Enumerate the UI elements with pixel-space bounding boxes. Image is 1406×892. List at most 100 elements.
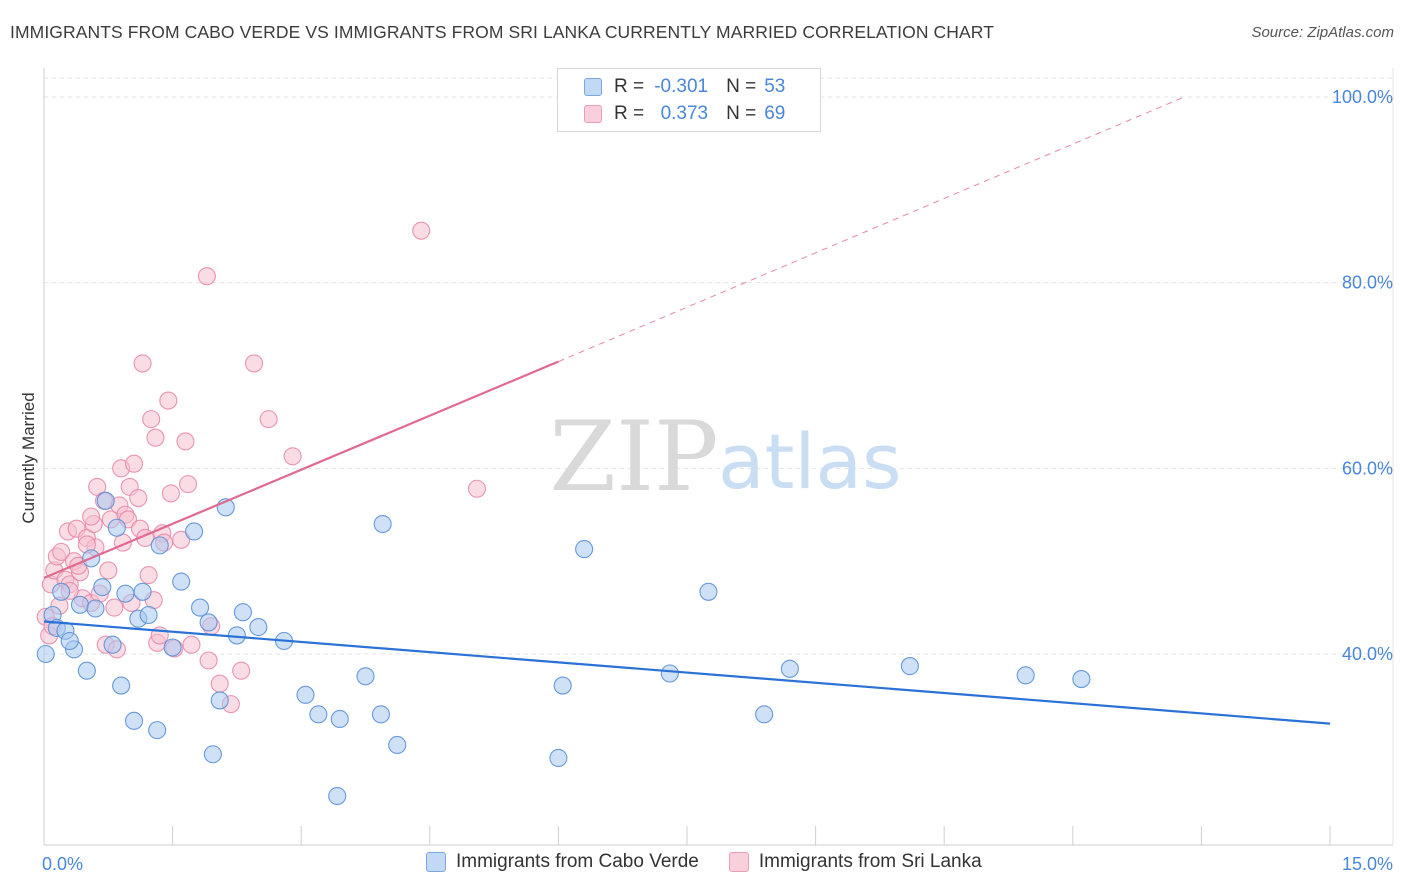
data-point (86, 599, 105, 618)
data-point (575, 540, 594, 559)
legend-n-value: 53 (764, 76, 786, 97)
data-point (124, 454, 144, 473)
y-tick-label: 60.0% (1342, 458, 1393, 478)
x-tick-label: 15.0% (1342, 854, 1393, 874)
data-point (553, 676, 572, 695)
data-point (93, 578, 112, 597)
data-point (36, 644, 55, 664)
data-point (133, 354, 152, 373)
data-point (52, 582, 71, 601)
trend-line-pink (43, 360, 559, 579)
legend-r-value: 0.373 (660, 103, 709, 124)
data-point (70, 595, 90, 614)
data-point (309, 705, 328, 724)
data-point (412, 221, 431, 240)
data-point (77, 661, 96, 680)
watermark-zip: ZIP (549, 401, 718, 513)
legend-n-label: N = (726, 103, 757, 124)
data-point (660, 664, 679, 683)
data-point (699, 582, 718, 601)
stats-legend: R = -0.301 N = 53 R = 0.373 N = 69 (557, 68, 821, 132)
data-point (99, 561, 118, 580)
trend-line-extension (558, 96, 1185, 363)
data-point (1016, 666, 1035, 685)
data-point (259, 410, 278, 429)
trend-lines (43, 96, 1331, 725)
legend-row-cabo-verde: R = -0.301 N = 53 (584, 74, 785, 100)
series-legend: Immigrants from Cabo Verde Immigrants fr… (426, 851, 1012, 873)
data-point (146, 428, 165, 447)
y-tick-label: 80.0% (1342, 273, 1393, 293)
data-point (112, 676, 131, 695)
data-point (373, 514, 392, 534)
data-point (232, 661, 251, 680)
data-point (203, 745, 222, 764)
legend-swatch-blue (584, 78, 602, 96)
data-point (150, 536, 169, 555)
data-point (356, 667, 375, 686)
legend-item-cabo-verde: Immigrants from Cabo Verde (426, 851, 699, 873)
legend-row-sri-lanka: R = 0.373 N = 69 (584, 101, 785, 127)
data-point (388, 735, 407, 755)
data-point (172, 572, 191, 591)
trend-line-blue (43, 620, 1331, 725)
data-point (210, 691, 229, 710)
legend-swatch-blue (426, 852, 446, 872)
data-point (82, 507, 101, 526)
data-point (163, 638, 182, 657)
data-point (371, 705, 390, 724)
data-point (467, 479, 487, 498)
data-point (172, 530, 191, 549)
legend-label-sri-lanka: Immigrants from Sri Lanka (758, 851, 982, 872)
data-point (105, 598, 124, 617)
data-point (52, 542, 71, 561)
data-point (190, 598, 210, 617)
data-point (103, 635, 122, 654)
chart-source: Source: ZipAtlas.com (1251, 24, 1394, 41)
data-point (233, 603, 252, 622)
data-point (1072, 670, 1091, 689)
data-point (755, 705, 774, 724)
watermark: ZIP atlas (549, 401, 901, 513)
data-point (129, 488, 148, 508)
data-point (199, 651, 218, 670)
data-point (328, 786, 347, 806)
data-point (178, 475, 198, 494)
watermark-atlas: atlas (718, 417, 902, 506)
data-point (199, 613, 218, 632)
y-tick-label: 100.0% (1332, 87, 1393, 107)
data-point (296, 685, 315, 704)
y-tick-label: 40.0% (1342, 644, 1393, 664)
legend-r-label: R = (614, 103, 645, 124)
data-point (549, 748, 568, 768)
legend-label-cabo-verde: Immigrants from Cabo Verde (456, 851, 699, 872)
data-point (107, 518, 126, 537)
data-point (148, 721, 167, 740)
data-point (210, 674, 229, 693)
data-point (133, 582, 152, 601)
data-point (139, 605, 158, 625)
data-point (184, 522, 204, 541)
axes (43, 68, 1394, 846)
data-point (197, 267, 216, 286)
data-point (244, 354, 264, 373)
legend-r-value: -0.301 (654, 76, 709, 97)
legend-n-value: 69 (764, 103, 786, 124)
data-point (139, 566, 158, 585)
data-point (161, 484, 180, 503)
data-point (96, 491, 115, 510)
legend-r-label: R = (614, 76, 645, 97)
legend-swatch-pink (584, 105, 602, 123)
data-point (182, 635, 201, 654)
series-cabo-verde-points (36, 491, 1091, 806)
legend-swatch-pink (728, 852, 749, 872)
data-point (60, 631, 79, 651)
data-point (249, 618, 268, 637)
x-tick-label: 0.0% (42, 854, 83, 874)
legend-n-label: N = (726, 76, 757, 97)
data-point (142, 410, 161, 429)
y-axis-label: Currently Married (19, 392, 38, 523)
data-point (159, 391, 178, 410)
data-point (124, 711, 144, 730)
